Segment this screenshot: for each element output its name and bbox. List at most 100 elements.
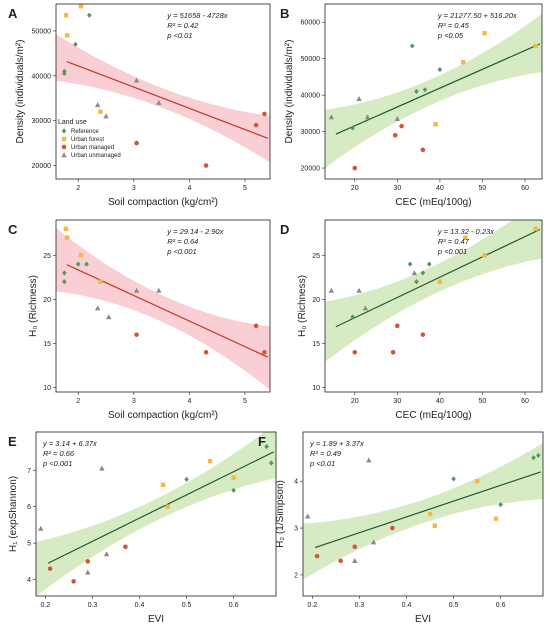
x-tick-label: 60 (521, 185, 529, 192)
point-urban-forest (461, 60, 466, 65)
point-urban-forest (160, 482, 166, 488)
equation-text: y = 51658 - 4728x (166, 11, 228, 20)
panel-b: 20 30 40 50 60 20000 30000 40000 50000 60000 CEC (… (280, 3, 543, 208)
x-axis-title: EVI (415, 614, 431, 625)
equation-text: y = 13.32 - 0.23x (437, 227, 494, 236)
p-value-text: p <0.001 (166, 247, 196, 256)
y-tick-label: 20000 (32, 163, 52, 170)
point-urban-unmanaged (366, 457, 372, 463)
y-axis-title: H₀ (Richness) (28, 275, 39, 337)
point-urban-managed (390, 350, 396, 355)
r-squared-text: R² = 0.64 (167, 237, 198, 246)
panel-letter: E (8, 434, 17, 449)
panel-e: 0.2 0.3 0.4 0.5 0.6 4 5 6 7 EVI H₁ (expShannon) E y … (8, 431, 277, 625)
point-urban-forest (463, 235, 468, 240)
y-axis-title: H₀ (Richness) (297, 275, 308, 337)
x-tick-label: 0.2 (308, 602, 318, 609)
point-reference (231, 487, 236, 493)
x-tick-label: 0.3 (88, 602, 98, 609)
regression-line (314, 471, 541, 549)
y-tick-label: 4 (27, 577, 31, 584)
point-urban-managed (253, 323, 259, 329)
point-reference (437, 67, 443, 73)
x-tick-label: 2 (76, 398, 80, 405)
point-urban-managed (352, 544, 358, 550)
y-tick-label: 30000 (301, 129, 321, 136)
y-tick-label: 10 (312, 385, 320, 392)
legend-marker (61, 128, 67, 134)
p-value-text: p <0.001 (437, 247, 467, 256)
point-urban-unmanaged (94, 102, 101, 108)
point-urban-unmanaged (356, 287, 362, 293)
point-reference (87, 12, 92, 18)
point-urban-managed (399, 123, 404, 129)
point-reference (420, 270, 426, 276)
point-urban-managed (420, 332, 426, 337)
equation-text: y = 21277.50 + 516.20x (437, 11, 517, 20)
point-urban-forest (98, 279, 103, 284)
point-urban-forest (98, 109, 103, 114)
point-urban-managed (262, 111, 267, 117)
y-tick-label: 40000 (301, 93, 321, 100)
x-tick-label: 0.4 (402, 602, 412, 609)
panel-d: 20 30 40 50 60 10 15 20 25 CEC (mEq/100g) H₀ (Rich… (280, 219, 543, 421)
point-urban-unmanaged (99, 465, 105, 471)
point-urban-unmanaged (94, 305, 101, 311)
x-tick-label: 30 (393, 185, 401, 192)
x-tick-label: 50 (479, 398, 487, 405)
point-urban-unmanaged (156, 99, 162, 105)
point-urban-forest (482, 30, 487, 36)
point-urban-managed (203, 350, 209, 355)
panel-letter: B (280, 6, 289, 21)
point-urban-forest (482, 253, 487, 258)
y-tick-label: 40000 (32, 73, 52, 80)
point-urban-managed (352, 350, 358, 355)
x-tick-label: 20 (351, 185, 359, 192)
point-urban-managed (71, 579, 76, 584)
point-urban-managed (134, 140, 139, 146)
point-urban-unmanaged (106, 314, 112, 320)
legend-label: Urban unmanaged (71, 153, 121, 159)
y-tick-label: 5 (27, 541, 31, 548)
point-reference (62, 70, 67, 77)
point-urban-unmanaged (156, 287, 162, 293)
regression-line (335, 228, 541, 328)
panel-letter: F (258, 434, 266, 449)
point-reference (409, 43, 415, 49)
point-urban-unmanaged (370, 539, 377, 545)
regression-line (335, 43, 541, 135)
point-urban-managed (352, 165, 358, 171)
point-reference (535, 452, 541, 459)
point-urban-unmanaged (362, 305, 369, 311)
point-reference (84, 261, 89, 267)
point-reference (498, 502, 503, 508)
x-tick-label: 0.4 (135, 602, 145, 609)
point-urban-managed (420, 147, 426, 153)
plot-area (303, 443, 543, 580)
r-squared-text: R² = 0.45 (438, 21, 470, 30)
y-tick-label: 25 (312, 253, 320, 260)
plot-frame (35, 431, 277, 597)
point-urban-managed (392, 132, 398, 138)
r-squared-text: R² = 0.42 (167, 21, 199, 30)
point-reference (62, 270, 67, 276)
point-reference (73, 41, 78, 47)
y-tick-label: 50000 (32, 28, 52, 35)
point-reference (451, 476, 456, 482)
point-urban-forest (231, 475, 236, 480)
point-urban-unmanaged (85, 569, 91, 575)
legend-marker (61, 152, 67, 158)
regression-line (66, 264, 269, 358)
plot-area (56, 226, 270, 390)
y-tick-label: 3 (294, 526, 298, 533)
point-urban-unmanaged (103, 551, 110, 557)
equation-text: y = 3.14 + 6.37x (42, 439, 97, 448)
point-urban-managed (203, 163, 209, 168)
y-axis-title: Density (individuals/m²) (284, 40, 295, 144)
point-reference (531, 455, 536, 461)
x-axis-title: Soil compaction (kg/cm²) (108, 197, 218, 208)
point-reference (62, 279, 67, 285)
point-urban-forest (432, 523, 437, 528)
x-tick-label: 3 (132, 398, 136, 405)
